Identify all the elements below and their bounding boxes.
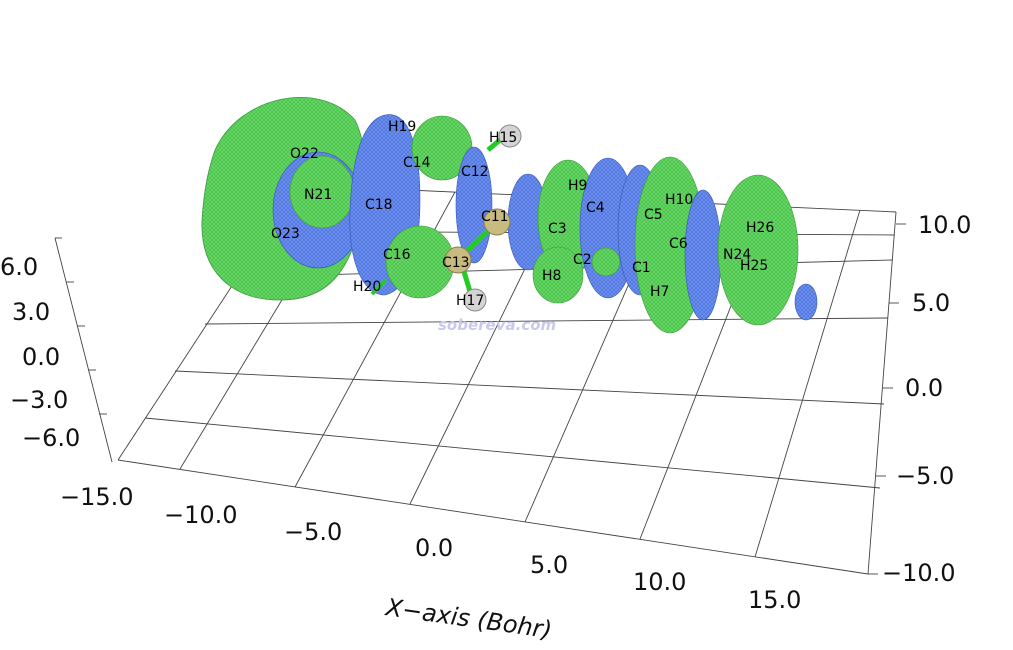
atom-label: H9 [568,178,587,194]
atom-label: C5 [644,207,663,223]
atom-label: H17 [456,293,484,309]
atom-label: C13 [442,255,470,271]
atom-label: O22 [290,146,319,162]
atom-sticks [370,124,522,312]
positive-lobe-c2 [591,247,621,277]
x-axis-ticks: −15.0 −10.0 −5.0 0.0 5.0 10.0 15.0 [60,483,801,614]
negative-lobe-tail [794,283,818,321]
atom-label: C18 [365,197,393,213]
atom-label: C1 [632,260,651,276]
x-tick-label: 0.0 [415,534,453,562]
x-tick-label: 5.0 [530,551,568,579]
z-tick-label: 6.0 [0,253,38,281]
watermark: sobereva.com [438,316,556,334]
y-tick-label: −10.0 [882,559,956,587]
atom-label: C16 [383,247,411,263]
atom-h17-sphere [463,288,487,312]
x-tick-label: −5.0 [284,518,342,546]
z-tick-label: 0.0 [22,343,60,371]
atom-label: C6 [669,236,688,252]
positive-lobe-n24 [717,174,799,326]
negative-lobe-h10 [684,189,722,321]
atom-label: H7 [650,284,669,300]
y-tick-label: 5.0 [912,289,950,317]
atom-label: C12 [461,164,489,180]
atom-label: N24 [723,247,751,263]
z-tick-label: −6.0 [22,424,80,452]
atom-label: H8 [542,268,561,284]
atom-h15-sphere [498,124,522,148]
z-axis-ticks: 6.0 3.0 0.0 −3.0 −6.0 [0,253,80,452]
atom-label: O23 [271,226,300,242]
z-tick-label: 3.0 [12,298,50,326]
atom-label: H25 [740,258,768,274]
atom-label: H19 [388,119,416,135]
atom-label: N21 [304,187,332,203]
x-tick-label: 10.0 [633,568,686,596]
x-tick-label: 15.0 [748,586,801,614]
atom-labels: O22 N21 O23 H19 C14 C18 C16 H20 C12 H15 … [271,119,774,309]
y-axis-ticks: −10.0 −5.0 0.0 5.0 10.0 [882,211,971,587]
atom-label: C4 [586,200,605,216]
y-tick-label: 0.0 [905,374,943,402]
y-tick-label: −5.0 [896,462,954,490]
atom-c11-sphere [483,208,511,236]
atom-label: C3 [548,221,567,237]
atom-c13-sphere [444,246,472,274]
positive-lobe-h8 [532,246,584,304]
atom-label: C2 [573,252,592,268]
atom-label: C11 [481,209,509,225]
orbital-isosurfaces [201,97,818,334]
atom-label: H20 [353,279,381,295]
z-tick-label: −3.0 [10,386,68,414]
y-tick-label: 10.0 [918,211,971,239]
atom-label: H15 [489,130,517,146]
atom-label: C14 [403,155,431,171]
x-tick-label: −15.0 [60,483,134,511]
x-tick-label: −10.0 [164,501,238,529]
atom-label: H10 [665,192,693,208]
x-axis-title: X−axis (Bohr) [382,593,553,644]
atom-label: H26 [746,220,774,236]
